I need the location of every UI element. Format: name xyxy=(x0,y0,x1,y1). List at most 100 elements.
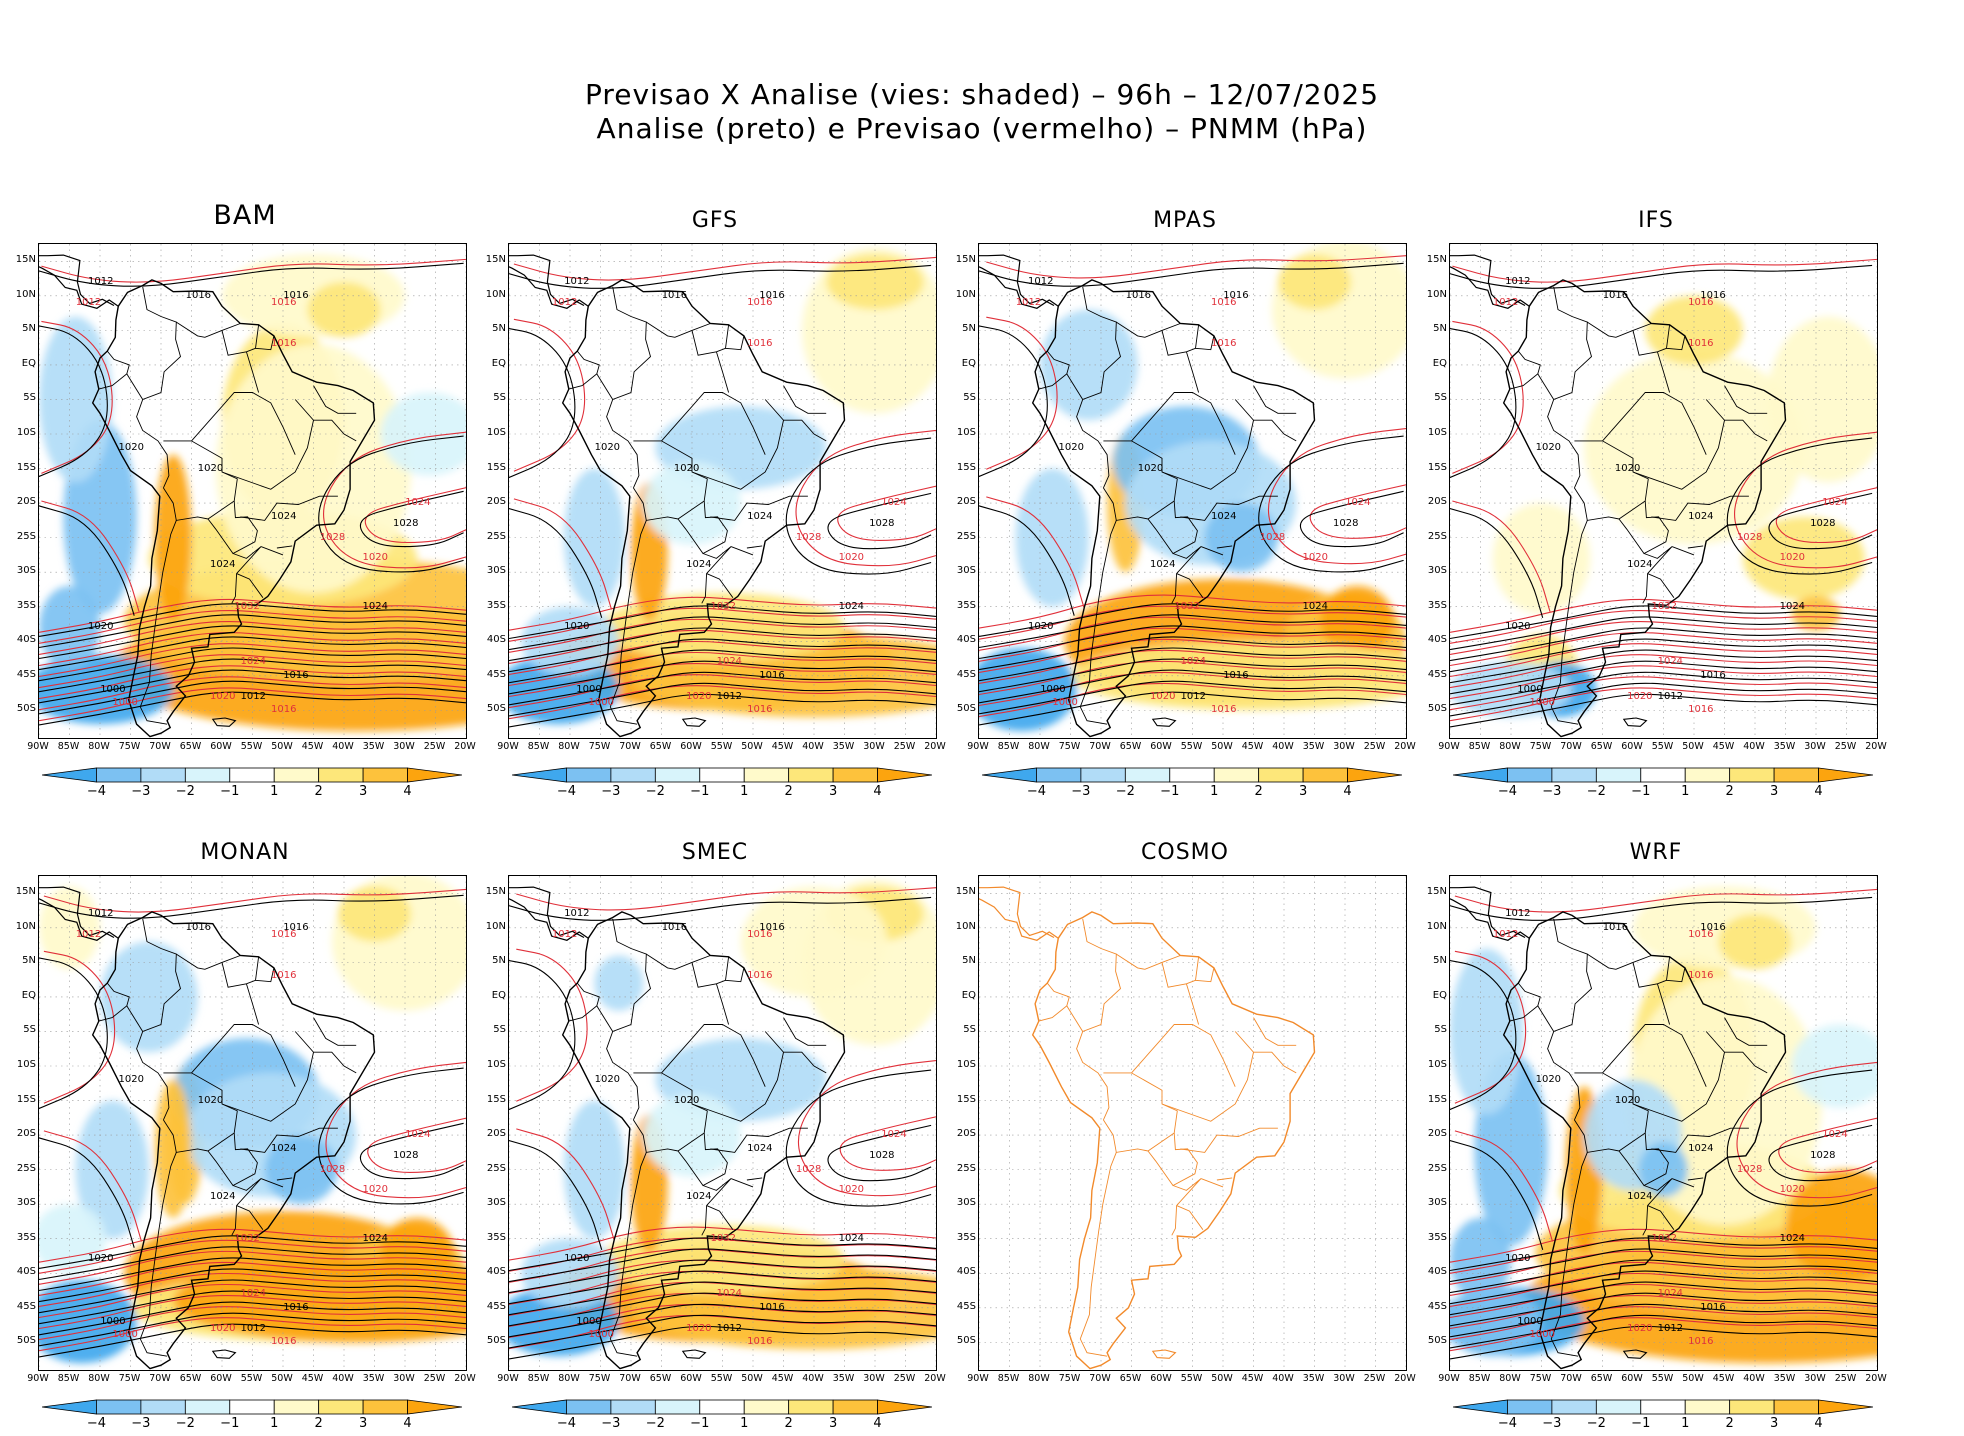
coastline xyxy=(1031,279,1316,738)
coastline-central-america xyxy=(509,898,589,941)
lat-tick-label: 30S xyxy=(956,565,976,577)
lat-tick-label: 10N xyxy=(955,920,976,932)
lat-tick-label: 15N xyxy=(955,254,976,266)
country-border xyxy=(1253,385,1297,414)
isobar-label-analysis: 1020 xyxy=(88,1253,114,1265)
lon-tick-label: 25W xyxy=(893,1373,916,1384)
isobar-label-forecast: 1020 xyxy=(1627,690,1653,702)
lat-tick-label: 15S xyxy=(486,1093,506,1105)
isobar xyxy=(359,490,464,548)
isobar-south xyxy=(979,680,1406,715)
isobar-label-forecast: 1024 xyxy=(716,656,743,667)
isobar-south xyxy=(39,1295,466,1330)
lon-tick-label: 75W xyxy=(588,741,611,752)
isobar-label-forecast: 1028 xyxy=(319,1163,346,1175)
lat-tick-label: 15N xyxy=(485,254,506,266)
lat-tick-label: 30S xyxy=(486,565,506,577)
isobar-south xyxy=(509,607,936,642)
isobar-label-analysis: 1016 xyxy=(661,289,688,301)
lon-tick-label: 20W xyxy=(924,1373,946,1384)
lon-tick-label: 35W xyxy=(1302,1373,1325,1384)
lon-tick-label: 55W xyxy=(1651,1373,1674,1384)
isobar-south xyxy=(509,640,936,675)
isobar-label-forecast: 1020 xyxy=(838,552,865,564)
country-border xyxy=(1076,286,1122,489)
isobar-label-forecast: 1024 xyxy=(405,497,431,509)
isobar-south xyxy=(39,1306,466,1341)
isobar xyxy=(41,320,113,474)
lon-tick-label: 35W xyxy=(1773,741,1796,752)
bias-blob xyxy=(1277,254,1352,310)
colorbar-segment xyxy=(1124,767,1171,783)
isobar-label-analysis: 1028 xyxy=(1333,517,1359,529)
isobar-label-forecast: 1032 xyxy=(234,1232,260,1244)
country-border xyxy=(710,1127,808,1153)
lon-tick-label: 55W xyxy=(710,1373,733,1384)
isobar-south xyxy=(1450,671,1877,706)
country-border xyxy=(1253,1017,1297,1046)
isobar-label-analysis: 1000 xyxy=(1517,683,1543,695)
lat-tick-label: 40S xyxy=(16,634,36,646)
colorbar-segment xyxy=(1453,1399,1508,1415)
country-border xyxy=(1574,440,1649,521)
lon-tick-label: 60W xyxy=(210,1373,232,1384)
isobar-south xyxy=(39,1235,466,1269)
lat-tick-label: 40S xyxy=(486,634,506,646)
country-border xyxy=(1547,918,1593,1121)
isobar-label-analysis: 1020 xyxy=(1028,621,1054,633)
isobar-south xyxy=(979,638,1406,673)
lat-tick-label: 35S xyxy=(1427,1231,1447,1243)
lat-tick-label: 10N xyxy=(485,920,506,932)
isobar-label-forecast: 1016 xyxy=(747,704,773,716)
isobar-south xyxy=(1450,665,1877,700)
isobar-label-forecast: 1016 xyxy=(1211,296,1237,308)
isobar-label-forecast: 1020 xyxy=(686,1322,712,1334)
isobar-south xyxy=(1450,1314,1877,1349)
country-border xyxy=(1547,286,1593,489)
panel-title: BAM xyxy=(213,200,277,231)
colorbar-segment xyxy=(832,1399,878,1415)
isobar-label-forecast: 1024 xyxy=(881,497,907,509)
analysis-isobars xyxy=(1450,264,1877,728)
colorbar xyxy=(1453,767,1873,783)
country-border xyxy=(1171,1178,1202,1236)
isobar xyxy=(979,325,1048,478)
lat-tick-label: 25S xyxy=(956,1162,976,1174)
lon-tick-label: 50W xyxy=(1682,741,1704,752)
isobar-south xyxy=(1450,638,1877,673)
isobar-label-forecast: 1032 xyxy=(1651,1232,1677,1244)
country-border xyxy=(1131,1024,1236,1087)
colorbar-tick-label: −2 xyxy=(645,784,665,799)
isobar xyxy=(364,487,466,544)
isobar-south xyxy=(1450,1272,1877,1307)
coastline-central-america xyxy=(509,266,589,309)
country-border xyxy=(1147,1132,1198,1187)
forecast-isobars xyxy=(1450,888,1877,1352)
lon-tick-label: 90W xyxy=(967,1373,989,1384)
country-border xyxy=(1656,983,1671,1025)
lat-tick-label: 15S xyxy=(956,1093,976,1105)
isobar-label-analysis: 1000 xyxy=(1517,1315,1543,1327)
isobar-label-forecast: 1024 xyxy=(881,1129,907,1141)
lon-tick-label: 60W xyxy=(210,741,232,752)
isobar-label-analysis: 1024 xyxy=(686,559,712,571)
isobar-south xyxy=(979,625,1406,660)
analysis-isobars xyxy=(1450,896,1877,1360)
country-border xyxy=(706,573,734,598)
country-border xyxy=(1176,573,1204,598)
isobar xyxy=(1768,1124,1873,1182)
coastline-caribbean xyxy=(39,886,115,939)
coastline-caribbean xyxy=(509,886,585,939)
colorbar-tick-label: −3 xyxy=(1542,1416,1562,1431)
country-border xyxy=(1103,1072,1178,1153)
country-border xyxy=(221,1031,314,1122)
country-border xyxy=(126,1005,144,1032)
isobar xyxy=(318,1067,464,1205)
isobar-label-forecast: 1012 xyxy=(551,296,578,308)
colorbar-tick-label: −2 xyxy=(645,1416,665,1431)
lon-tick-label: 60W xyxy=(1621,1373,1643,1384)
isobar-south xyxy=(39,654,466,689)
lon-tick-label: 40W xyxy=(802,1373,824,1384)
isobar-south xyxy=(1450,605,1877,640)
country-border xyxy=(706,1205,734,1230)
